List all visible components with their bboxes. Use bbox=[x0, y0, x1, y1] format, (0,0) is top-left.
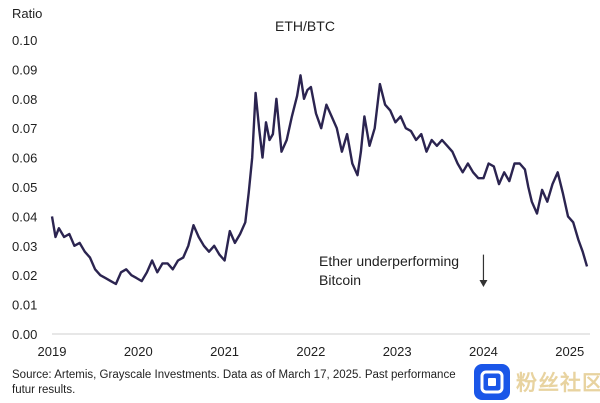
annotation-arrow-head bbox=[479, 279, 488, 287]
x-tick-label: 2021 bbox=[210, 344, 239, 359]
series-line bbox=[50, 74, 589, 286]
x-tick-label: 2023 bbox=[383, 344, 412, 359]
x-tick-label: 2019 bbox=[38, 344, 67, 359]
y-tick-label: 0.07 bbox=[12, 121, 37, 136]
y-tick-label: 0.02 bbox=[12, 268, 37, 283]
watermark: 粉丝社区 bbox=[474, 360, 600, 403]
annotation-line-2: Bitcoin bbox=[319, 272, 361, 288]
watermark-text: 粉丝社区 bbox=[516, 370, 600, 395]
x-tick-label: 2024 bbox=[469, 344, 498, 359]
annotation-line-1: Ether underperforming bbox=[319, 253, 459, 269]
y-tick-label: 0.09 bbox=[12, 62, 37, 77]
source-note-line-1: Source: Artemis, Grayscale Investments. … bbox=[12, 369, 456, 381]
annotation: Ether underperforming Bitcoin bbox=[319, 253, 488, 288]
y-tick-label: 0.08 bbox=[12, 92, 37, 107]
chart-title: ETH/BTC bbox=[275, 18, 335, 34]
watermark-logo-icon bbox=[474, 363, 510, 400]
y-tick-label: 0.01 bbox=[12, 298, 37, 313]
series-layer bbox=[50, 74, 589, 286]
y-tick-label: 0.00 bbox=[12, 327, 37, 342]
y-tick-label: 0.03 bbox=[12, 239, 37, 254]
y-tick-label: 0.06 bbox=[12, 151, 37, 166]
x-tick-labels: 2019 2020 2021 2022 2023 2024 2025 bbox=[38, 344, 585, 359]
annotation-arrow bbox=[479, 254, 488, 287]
x-tick-label: 2022 bbox=[296, 344, 325, 359]
y-tick-label: 0.10 bbox=[12, 33, 37, 48]
y-tick-label: 0.05 bbox=[12, 180, 37, 195]
y-axis-title: Ratio bbox=[12, 6, 42, 21]
y-tick-label: 0.04 bbox=[12, 209, 37, 224]
source-note-line-2: futur results. bbox=[12, 384, 76, 396]
x-tick-label: 2025 bbox=[555, 344, 584, 359]
x-tick-label: 2020 bbox=[124, 344, 153, 359]
y-tick-labels: 0.00 0.01 0.02 0.03 0.04 0.05 0.06 0.07 0.08 0.09… bbox=[12, 33, 37, 342]
source-note: Source: Artemis, Grayscale Investments. … bbox=[12, 368, 482, 398]
